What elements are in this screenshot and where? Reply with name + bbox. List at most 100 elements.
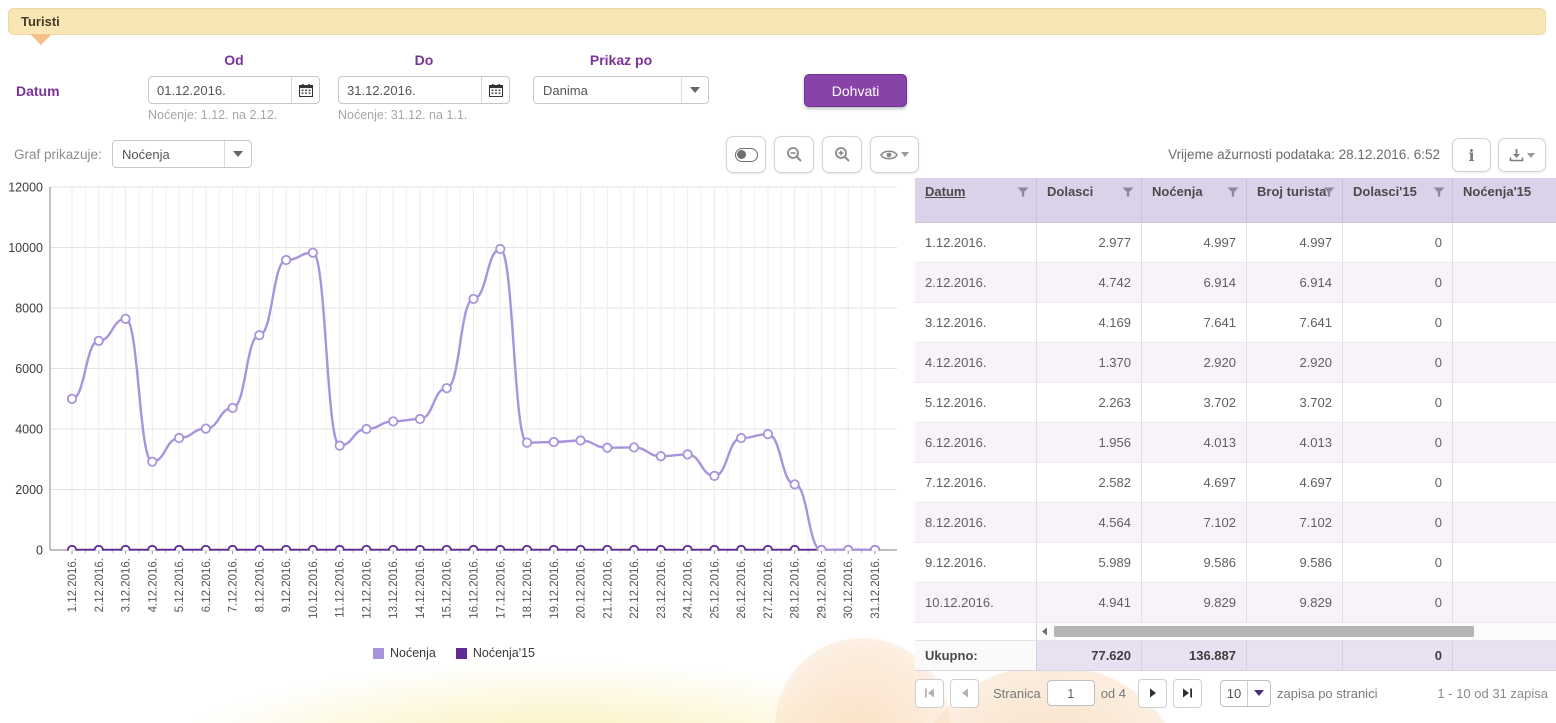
table-cell: 1.12.2016.: [915, 223, 1037, 263]
column-header-4[interactable]: Broj turista: [1247, 178, 1343, 222]
calendar-icon[interactable]: [291, 77, 319, 103]
table-cell: 0: [1343, 303, 1453, 343]
stranica-label: Stranica: [993, 685, 1041, 701]
table-cell: 4.12.2016.: [915, 343, 1037, 383]
date-from-input[interactable]: [149, 77, 291, 103]
legend-label: Noćenja'15: [472, 646, 536, 660]
hscrollbar-track[interactable]: [1037, 623, 1556, 640]
column-header-3[interactable]: Noćenja: [1142, 178, 1247, 222]
table-cell: 4.013: [1247, 423, 1343, 463]
table-cell: 2.582: [1037, 463, 1142, 503]
table-cell: 4.697: [1247, 463, 1343, 503]
graf-prikazuje-select[interactable]: Noćenja: [112, 140, 252, 168]
svg-text:13.12.2016.: 13.12.2016.: [388, 558, 400, 619]
hscrollbar-thumb[interactable]: [1054, 626, 1474, 637]
tab-turisti[interactable]: Turisti: [8, 8, 1546, 35]
column-header-2[interactable]: Dolasci: [1037, 178, 1142, 222]
table-row[interactable]: 1.12.2016. 2.977 4.997 4.997 0: [915, 223, 1556, 263]
info-icon: i: [1468, 145, 1475, 165]
table-cell: 0: [1343, 543, 1453, 583]
table-cell: 2.920: [1247, 343, 1343, 383]
zoom-out-button[interactable]: [774, 136, 814, 173]
date-from-group: [148, 76, 320, 104]
table-cell: 6.914: [1247, 263, 1343, 303]
next-page-button[interactable]: [1138, 678, 1168, 708]
svg-text:4000: 4000: [15, 423, 43, 437]
zoom-in-button[interactable]: [822, 136, 862, 173]
table-cell: 1.956: [1037, 423, 1142, 463]
zoom-out-icon: [786, 147, 802, 162]
chevron-down-icon[interactable]: [682, 77, 708, 103]
svg-text:6000: 6000: [15, 362, 43, 376]
table-cell: 4.941: [1037, 583, 1142, 623]
svg-text:24.12.2016.: 24.12.2016.: [683, 558, 695, 619]
page-size-value: 10: [1226, 685, 1242, 701]
svg-text:1.12.2016.: 1.12.2016.: [67, 558, 79, 612]
table-row[interactable]: 8.12.2016. 4.564 7.102 7.102 0: [915, 503, 1556, 543]
table-row[interactable]: 9.12.2016. 5.989 9.586 9.586 0: [915, 543, 1556, 583]
prikaz-po-select[interactable]: Danima: [533, 76, 709, 104]
table-cell: 4.697: [1142, 463, 1247, 503]
scroll-left-icon[interactable]: [1037, 627, 1051, 636]
table-cell: [1453, 583, 1556, 623]
last-page-button[interactable]: [1173, 678, 1203, 708]
svg-text:6.12.2016.: 6.12.2016.: [201, 558, 213, 612]
table-cell: 9.829: [1142, 583, 1247, 623]
prikaz-po-label: Prikaz po: [589, 52, 653, 68]
table-row[interactable]: 4.12.2016. 1.370 2.920 2.920 0: [915, 343, 1556, 383]
chevron-down-icon[interactable]: [225, 141, 251, 167]
data-table: Datum Dolasci Noćenja Broj turista Dolasci'1…: [915, 178, 1556, 671]
table-cell: 4.169: [1037, 303, 1142, 343]
table-cell: 9.586: [1247, 543, 1343, 583]
page-size-select[interactable]: 10: [1220, 679, 1272, 707]
page-size-label: zapisa po stranici: [1277, 685, 1378, 701]
column-header-1[interactable]: Datum: [915, 178, 1037, 222]
table-cell: 2.920: [1142, 343, 1247, 383]
table-row[interactable]: 2.12.2016. 4.742 6.914 6.914 0: [915, 263, 1556, 303]
tab-pointer-icon: [30, 34, 52, 45]
chevron-down-icon[interactable]: [1247, 680, 1270, 706]
table-cell: 2.977: [1037, 223, 1142, 263]
legend-item[interactable]: Noćenja'15: [455, 646, 536, 660]
table-cell: 4.997: [1142, 223, 1247, 263]
svg-text:5.12.2016.: 5.12.2016.: [174, 558, 186, 612]
svg-text:9.12.2016.: 9.12.2016.: [281, 558, 293, 612]
info-button[interactable]: i: [1452, 138, 1491, 172]
first-page-button[interactable]: [915, 678, 944, 708]
svg-text:23.12.2016.: 23.12.2016.: [656, 558, 668, 619]
prev-page-button[interactable]: [950, 678, 979, 708]
table-row[interactable]: 10.12.2016. 4.941 9.829 9.829 0: [915, 583, 1556, 623]
series-visibility-button[interactable]: [870, 136, 919, 173]
table-row[interactable]: 3.12.2016. 4.169 7.641 7.641 0: [915, 303, 1556, 343]
background-glow: [150, 660, 970, 723]
table-cell: 0: [1343, 503, 1453, 543]
column-header-5[interactable]: Dolasci'15: [1343, 178, 1453, 222]
svg-text:10000: 10000: [8, 241, 43, 255]
table-cell: [1453, 303, 1556, 343]
table-cell: [1453, 503, 1556, 543]
legend-item[interactable]: Noćenja: [372, 646, 436, 660]
table-cell: [1453, 423, 1556, 463]
page-number-input[interactable]: [1046, 680, 1095, 706]
table-cell: [1453, 263, 1556, 303]
record-range-label: 1 - 10 od 31 zapisa: [1437, 685, 1548, 701]
svg-text:14.12.2016.: 14.12.2016.: [415, 558, 427, 619]
date-to-input[interactable]: [339, 77, 481, 103]
eye-icon: [880, 149, 898, 160]
svg-text:31.12.2016.: 31.12.2016.: [870, 558, 882, 619]
chart-toolbar: [726, 136, 919, 173]
toggle-view-button[interactable]: [726, 136, 766, 173]
table-row[interactable]: 5.12.2016. 2.263 3.702 3.702 0: [915, 383, 1556, 423]
svg-text:27.12.2016.: 27.12.2016.: [763, 558, 775, 619]
table-cell: 7.102: [1247, 503, 1343, 543]
calendar-icon[interactable]: [481, 77, 509, 103]
table-row[interactable]: 6.12.2016. 1.956 4.013 4.013 0: [915, 423, 1556, 463]
table-row[interactable]: 7.12.2016. 2.582 4.697 4.697 0: [915, 463, 1556, 503]
column-header-6[interactable]: Noćenja'15: [1453, 178, 1556, 222]
download-button[interactable]: [1498, 138, 1546, 172]
dohvati-button[interactable]: Dohvati: [804, 74, 907, 107]
zoom-in-icon: [834, 147, 850, 162]
svg-text:21.12.2016.: 21.12.2016.: [602, 558, 614, 619]
table-cell: 7.102: [1142, 503, 1247, 543]
svg-text:0: 0: [36, 544, 43, 558]
